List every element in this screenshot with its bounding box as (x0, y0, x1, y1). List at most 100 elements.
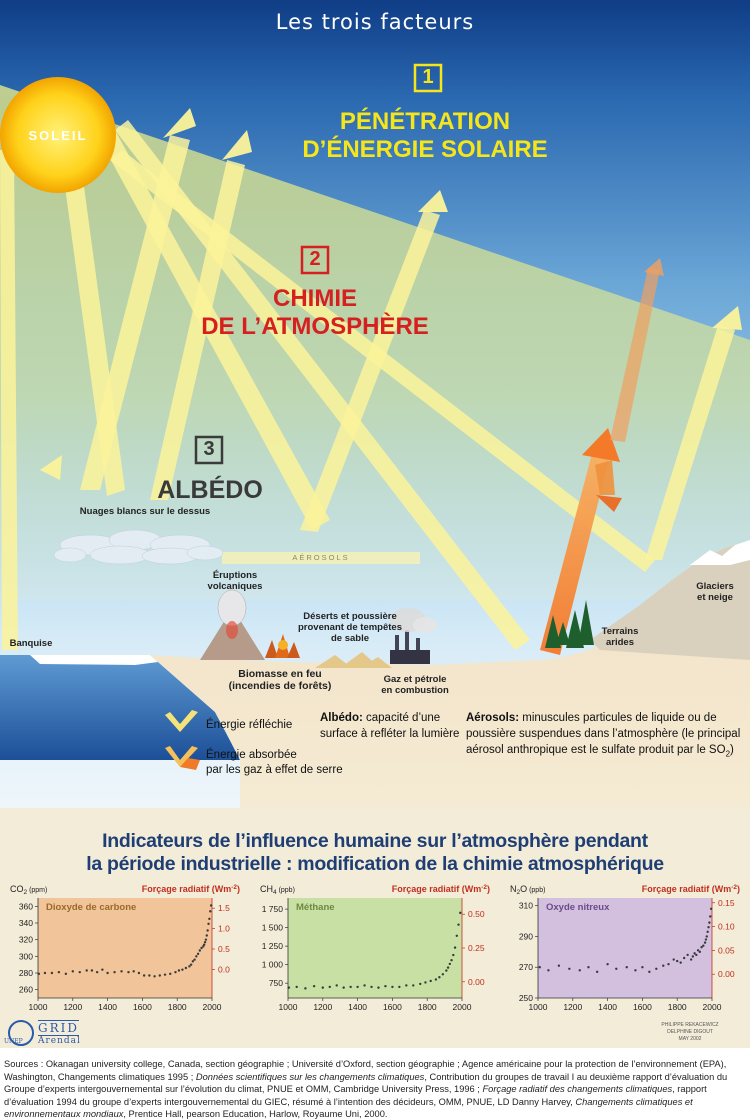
illustration-canvas (0, 0, 750, 808)
data-point (452, 953, 455, 957)
data-point (634, 969, 637, 972)
x-tick-label: 1200 (63, 1002, 82, 1010)
sources-part-2: , Contribution du groupes de travail I a… (4, 1071, 728, 1095)
y-tick-label: 340 (19, 918, 33, 928)
data-point (695, 953, 698, 957)
y-tick-label: 310 (519, 901, 533, 911)
y-tick-label: 270 (519, 962, 533, 972)
data-point (547, 969, 550, 972)
credit-2: DELPHINE DIGOUT (667, 1029, 713, 1035)
data-point (568, 967, 571, 970)
data-point (200, 946, 203, 950)
y2-tick-label: 0.10 (718, 922, 735, 932)
data-point (429, 979, 432, 983)
data-point (679, 961, 682, 964)
chart-title: Méthane (296, 902, 335, 913)
data-point (321, 986, 324, 989)
y2-tick-label: 0.25 (468, 943, 485, 953)
data-point (709, 907, 713, 910)
data-point (198, 949, 202, 952)
y-tick-label: 1 500 (262, 923, 284, 933)
factor-1-box (413, 63, 443, 93)
y-tick-label: 250 (519, 993, 533, 1003)
plot-area (288, 898, 462, 998)
data-point (181, 968, 184, 971)
ch4-chart: CH4 (ppb) Forçage radiatif (Wm-2) Méthane 7… (250, 880, 500, 1015)
y2-tick-label: 0.15 (718, 898, 735, 908)
x-tick-label: 1000 (29, 1002, 48, 1010)
data-point (127, 970, 130, 974)
legend-aerosols: Aérosols: minuscules particules de liqui… (466, 711, 717, 726)
data-point (708, 921, 711, 924)
y2-tick-label: 0.0 (218, 964, 230, 974)
data-point (448, 962, 452, 966)
data-point (207, 922, 210, 926)
data-point (672, 958, 675, 961)
data-point (587, 966, 590, 969)
y-axis-label: CH4 (ppb) (260, 884, 295, 896)
data-point (95, 970, 99, 974)
biomass-fire-icon (265, 634, 300, 658)
sun-icon (0, 77, 116, 193)
data-point (208, 917, 211, 921)
data-point (578, 969, 581, 972)
data-point (412, 984, 415, 987)
data-point (398, 985, 401, 989)
data-point (706, 930, 709, 934)
data-point (189, 963, 193, 966)
absorbed-arrow (540, 258, 664, 655)
data-point (419, 982, 422, 986)
data-point (312, 984, 316, 988)
data-point (158, 974, 161, 977)
data-point (177, 969, 181, 972)
y2-axis-label: Forçage radiatif (Wm-2) (142, 884, 240, 894)
greenhouse-illustration: Les trois facteurs SOLEIL 1 PÉNÉTRATION … (0, 0, 750, 808)
main-title: Les trois facteurs (275, 10, 475, 34)
data-point (78, 970, 81, 974)
data-point (424, 981, 427, 984)
x-tick-label: 1400 (598, 1002, 617, 1010)
data-point (204, 938, 208, 941)
data-point (702, 944, 705, 947)
data-point (191, 960, 195, 963)
legend-absorbed-2: par les gaz à effet de serre (206, 764, 343, 776)
data-point (37, 972, 41, 976)
data-point (438, 976, 441, 979)
banquise-label: Banquise (9, 638, 53, 649)
credit-3: MAY 2002 (678, 1036, 702, 1042)
data-point (342, 986, 345, 989)
factor-2-line2: DE L’ATMOSPHÈRE (201, 313, 429, 340)
y2-tick-label: 0.05 (718, 945, 735, 955)
unep-logo-text: UNEP (4, 1038, 23, 1045)
plot-area (538, 898, 712, 998)
data-point (698, 950, 702, 954)
data-point (174, 970, 177, 974)
x-tick-label: 1600 (133, 1002, 152, 1010)
co2-chart: CO2 (ppm) Forçage radiatif (Wm-2) Dioxyde … (0, 880, 250, 1015)
credit-1: PHILIPPE REKACEWICZ (661, 1022, 719, 1028)
absorbed-legend-icon (165, 746, 200, 770)
data-point (377, 986, 380, 989)
legend-reflected: Énergie réfléchie (206, 719, 293, 731)
y2-tick-label: 0.00 (468, 977, 485, 987)
factor-1-line1: PÉNÉTRATION (339, 108, 511, 135)
deserts-label-1: Déserts et poussière (303, 611, 397, 622)
arendal-logo-text: Arendal (38, 1036, 81, 1046)
data-point (106, 971, 109, 975)
data-point (193, 958, 196, 961)
trees-icon (545, 600, 594, 648)
factory-icon (390, 608, 437, 664)
data-point (457, 923, 460, 926)
data-point (148, 974, 151, 977)
data-point (137, 971, 141, 975)
legend-aerosol-def-1: minuscules particules de liquide ou de (522, 712, 717, 724)
data-point (667, 962, 670, 966)
deserts-label-2: provenant de tempêtes (298, 622, 402, 633)
legend-albedo-def-2: surface à refléter la lumière (320, 728, 460, 740)
data-point (203, 940, 207, 944)
clouds-label: Nuages blancs sur le dessus (79, 506, 211, 517)
data-point (287, 986, 291, 989)
factor-2-box (300, 245, 330, 275)
data-point (625, 966, 628, 969)
factor-3-title: ALBÉDO (157, 476, 263, 504)
